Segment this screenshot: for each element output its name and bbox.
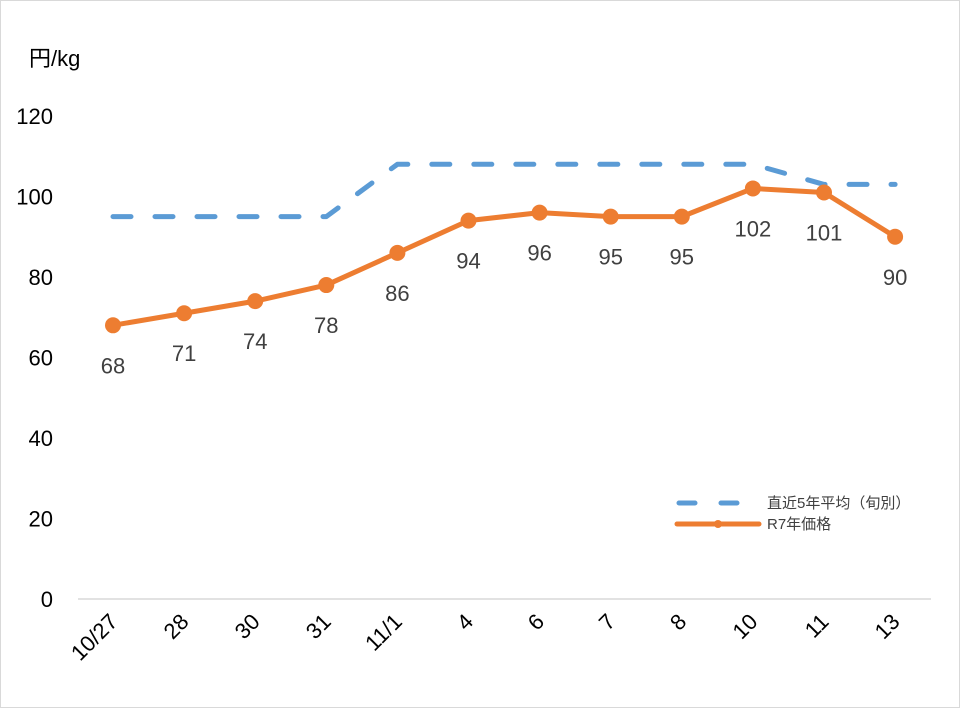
x-tick-label: 11 — [800, 609, 834, 643]
x-tick-label: 11/1 — [360, 609, 407, 656]
legend-label: 直近5年平均（旬別） — [767, 495, 911, 512]
legend-item-r7-price: R7年価格 — [673, 513, 910, 534]
r7-line — [112, 185, 897, 328]
data-point-marker — [816, 184, 832, 201]
x-tick-label: 10/27 — [66, 609, 123, 666]
data-point-marker — [887, 228, 904, 245]
y-axis-ticks: 0 20 40 60 80 100 120 — [16, 104, 53, 612]
x-tick-label: 28 — [159, 609, 194, 644]
legend-label: R7年価格 — [767, 516, 832, 533]
data-point-marker — [389, 244, 406, 261]
data-point-marker — [602, 208, 619, 225]
y-tick-label: 20 — [29, 507, 53, 532]
data-label: 95 — [670, 245, 694, 270]
y-tick-label: 100 — [16, 185, 53, 210]
data-labels-r7: 68 71 74 78 86 94 96 95 95 102 101 90 — [101, 216, 908, 378]
data-label: 78 — [314, 313, 338, 338]
x-tick-label: 8 — [665, 609, 691, 635]
data-point-marker — [531, 204, 548, 221]
x-tick-label: 6 — [523, 609, 549, 635]
x-axis-ticks: 10/27 28 30 31 11/1 4 6 7 8 10 11 13 — [66, 609, 905, 666]
data-label: 102 — [735, 216, 772, 241]
y-tick-label: 60 — [29, 346, 53, 371]
data-label: 90 — [883, 265, 907, 290]
data-point-marker — [460, 212, 477, 229]
line-with-marker-icon — [674, 519, 762, 528]
x-tick-label: 30 — [230, 609, 265, 644]
legend-item-5yr-average: 直近5年平均（旬別） — [673, 492, 910, 513]
data-point-marker — [318, 277, 335, 294]
data-label: 68 — [101, 353, 125, 378]
y-tick-label: 80 — [29, 265, 53, 290]
legend: 直近5年平均（旬別） R7年価格 — [673, 492, 910, 534]
y-tick-label: 40 — [29, 426, 53, 451]
dashed-line-icon — [676, 500, 760, 505]
x-tick-label: 7 — [594, 609, 620, 635]
y-tick-label: 120 — [16, 104, 53, 129]
data-label: 86 — [385, 281, 409, 306]
data-label: 95 — [598, 245, 622, 270]
x-tick-label: 10 — [727, 609, 762, 644]
x-tick-label: 31 — [301, 609, 336, 644]
data-point-marker — [673, 208, 690, 225]
data-point-marker — [176, 305, 193, 322]
data-point-marker — [247, 293, 264, 310]
series-5yr-average — [110, 161, 898, 220]
data-label: 94 — [456, 249, 480, 274]
data-point-marker — [105, 317, 121, 334]
y-axis-unit-label: 円/kg — [29, 46, 81, 71]
data-point-marker — [744, 180, 761, 197]
x-tick-label: 13 — [870, 609, 905, 644]
data-label: 101 — [806, 220, 843, 245]
y-tick-label: 0 — [41, 587, 53, 612]
series-r7-price — [105, 180, 904, 334]
avg-line — [110, 161, 898, 220]
data-label: 74 — [243, 329, 267, 354]
data-label: 71 — [172, 341, 196, 366]
x-tick-label: 4 — [452, 609, 478, 635]
data-label: 96 — [527, 241, 551, 266]
